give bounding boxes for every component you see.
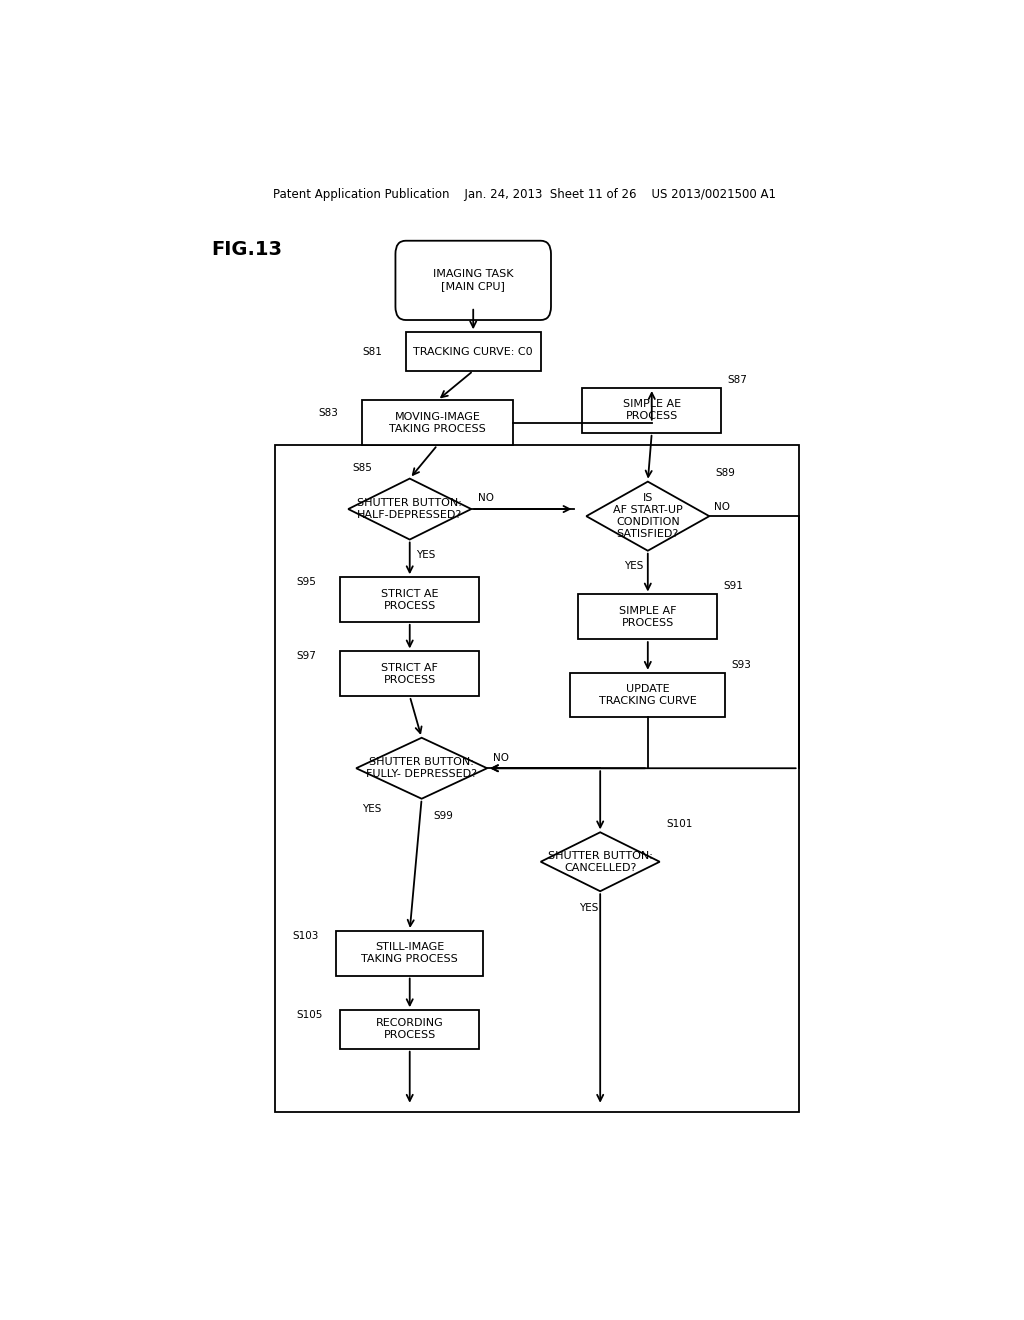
Text: S85: S85 xyxy=(352,463,372,474)
FancyBboxPatch shape xyxy=(340,1010,479,1049)
FancyBboxPatch shape xyxy=(340,651,479,696)
Text: NO: NO xyxy=(477,492,494,503)
FancyBboxPatch shape xyxy=(583,388,721,433)
Polygon shape xyxy=(541,833,659,891)
FancyBboxPatch shape xyxy=(570,673,725,718)
FancyBboxPatch shape xyxy=(340,577,479,622)
Text: YES: YES xyxy=(362,804,382,814)
Text: MOVING-IMAGE
TAKING PROCESS: MOVING-IMAGE TAKING PROCESS xyxy=(389,412,485,434)
Text: SIMPLE AE
PROCESS: SIMPLE AE PROCESS xyxy=(623,400,681,421)
Text: YES: YES xyxy=(579,903,598,913)
FancyBboxPatch shape xyxy=(336,931,483,975)
Text: IMAGING TASK
[MAIN CPU]: IMAGING TASK [MAIN CPU] xyxy=(433,269,513,292)
Text: STRICT AF
PROCESS: STRICT AF PROCESS xyxy=(381,663,438,685)
Text: S87: S87 xyxy=(728,375,748,385)
Text: SHUTTER BUTTON:
HALF-DEPRESSED?: SHUTTER BUTTON: HALF-DEPRESSED? xyxy=(357,498,463,520)
FancyBboxPatch shape xyxy=(395,240,551,319)
Polygon shape xyxy=(587,482,710,550)
Text: S101: S101 xyxy=(666,820,692,829)
Text: S99: S99 xyxy=(433,810,454,821)
Text: S81: S81 xyxy=(362,347,382,356)
Polygon shape xyxy=(348,479,471,540)
FancyBboxPatch shape xyxy=(579,594,717,639)
Text: S93: S93 xyxy=(731,660,752,669)
Text: STILL-IMAGE
TAKING PROCESS: STILL-IMAGE TAKING PROCESS xyxy=(361,942,458,964)
Text: S91: S91 xyxy=(724,581,743,591)
Text: S95: S95 xyxy=(297,577,316,587)
Text: YES: YES xyxy=(624,561,643,570)
FancyBboxPatch shape xyxy=(362,400,513,445)
Text: YES: YES xyxy=(416,549,435,560)
Text: S89: S89 xyxy=(716,469,735,478)
Text: TRACKING CURVE: C0: TRACKING CURVE: C0 xyxy=(414,347,534,356)
Text: STRICT AE
PROCESS: STRICT AE PROCESS xyxy=(381,589,438,611)
Polygon shape xyxy=(356,738,487,799)
Text: SHUTTER BUTTON:
FULLY- DEPRESSED?: SHUTTER BUTTON: FULLY- DEPRESSED? xyxy=(367,758,477,779)
Text: S103: S103 xyxy=(293,931,319,941)
Text: RECORDING
PROCESS: RECORDING PROCESS xyxy=(376,1019,443,1040)
Text: S97: S97 xyxy=(297,652,316,661)
Text: FIG.13: FIG.13 xyxy=(211,240,283,259)
Text: S83: S83 xyxy=(318,408,338,417)
Text: SHUTTER BUTTON:
CANCELLED?: SHUTTER BUTTON: CANCELLED? xyxy=(548,851,652,873)
Text: S105: S105 xyxy=(297,1010,323,1020)
Text: Patent Application Publication    Jan. 24, 2013  Sheet 11 of 26    US 2013/00215: Patent Application Publication Jan. 24, … xyxy=(273,189,776,202)
Text: SIMPLE AF
PROCESS: SIMPLE AF PROCESS xyxy=(620,606,677,628)
Text: IS
AF START-UP
CONDITION
SATISFIED?: IS AF START-UP CONDITION SATISFIED? xyxy=(613,494,683,539)
Text: NO: NO xyxy=(494,754,510,763)
Text: NO: NO xyxy=(714,502,730,512)
FancyBboxPatch shape xyxy=(406,333,541,371)
Text: UPDATE
TRACKING CURVE: UPDATE TRACKING CURVE xyxy=(599,684,696,706)
